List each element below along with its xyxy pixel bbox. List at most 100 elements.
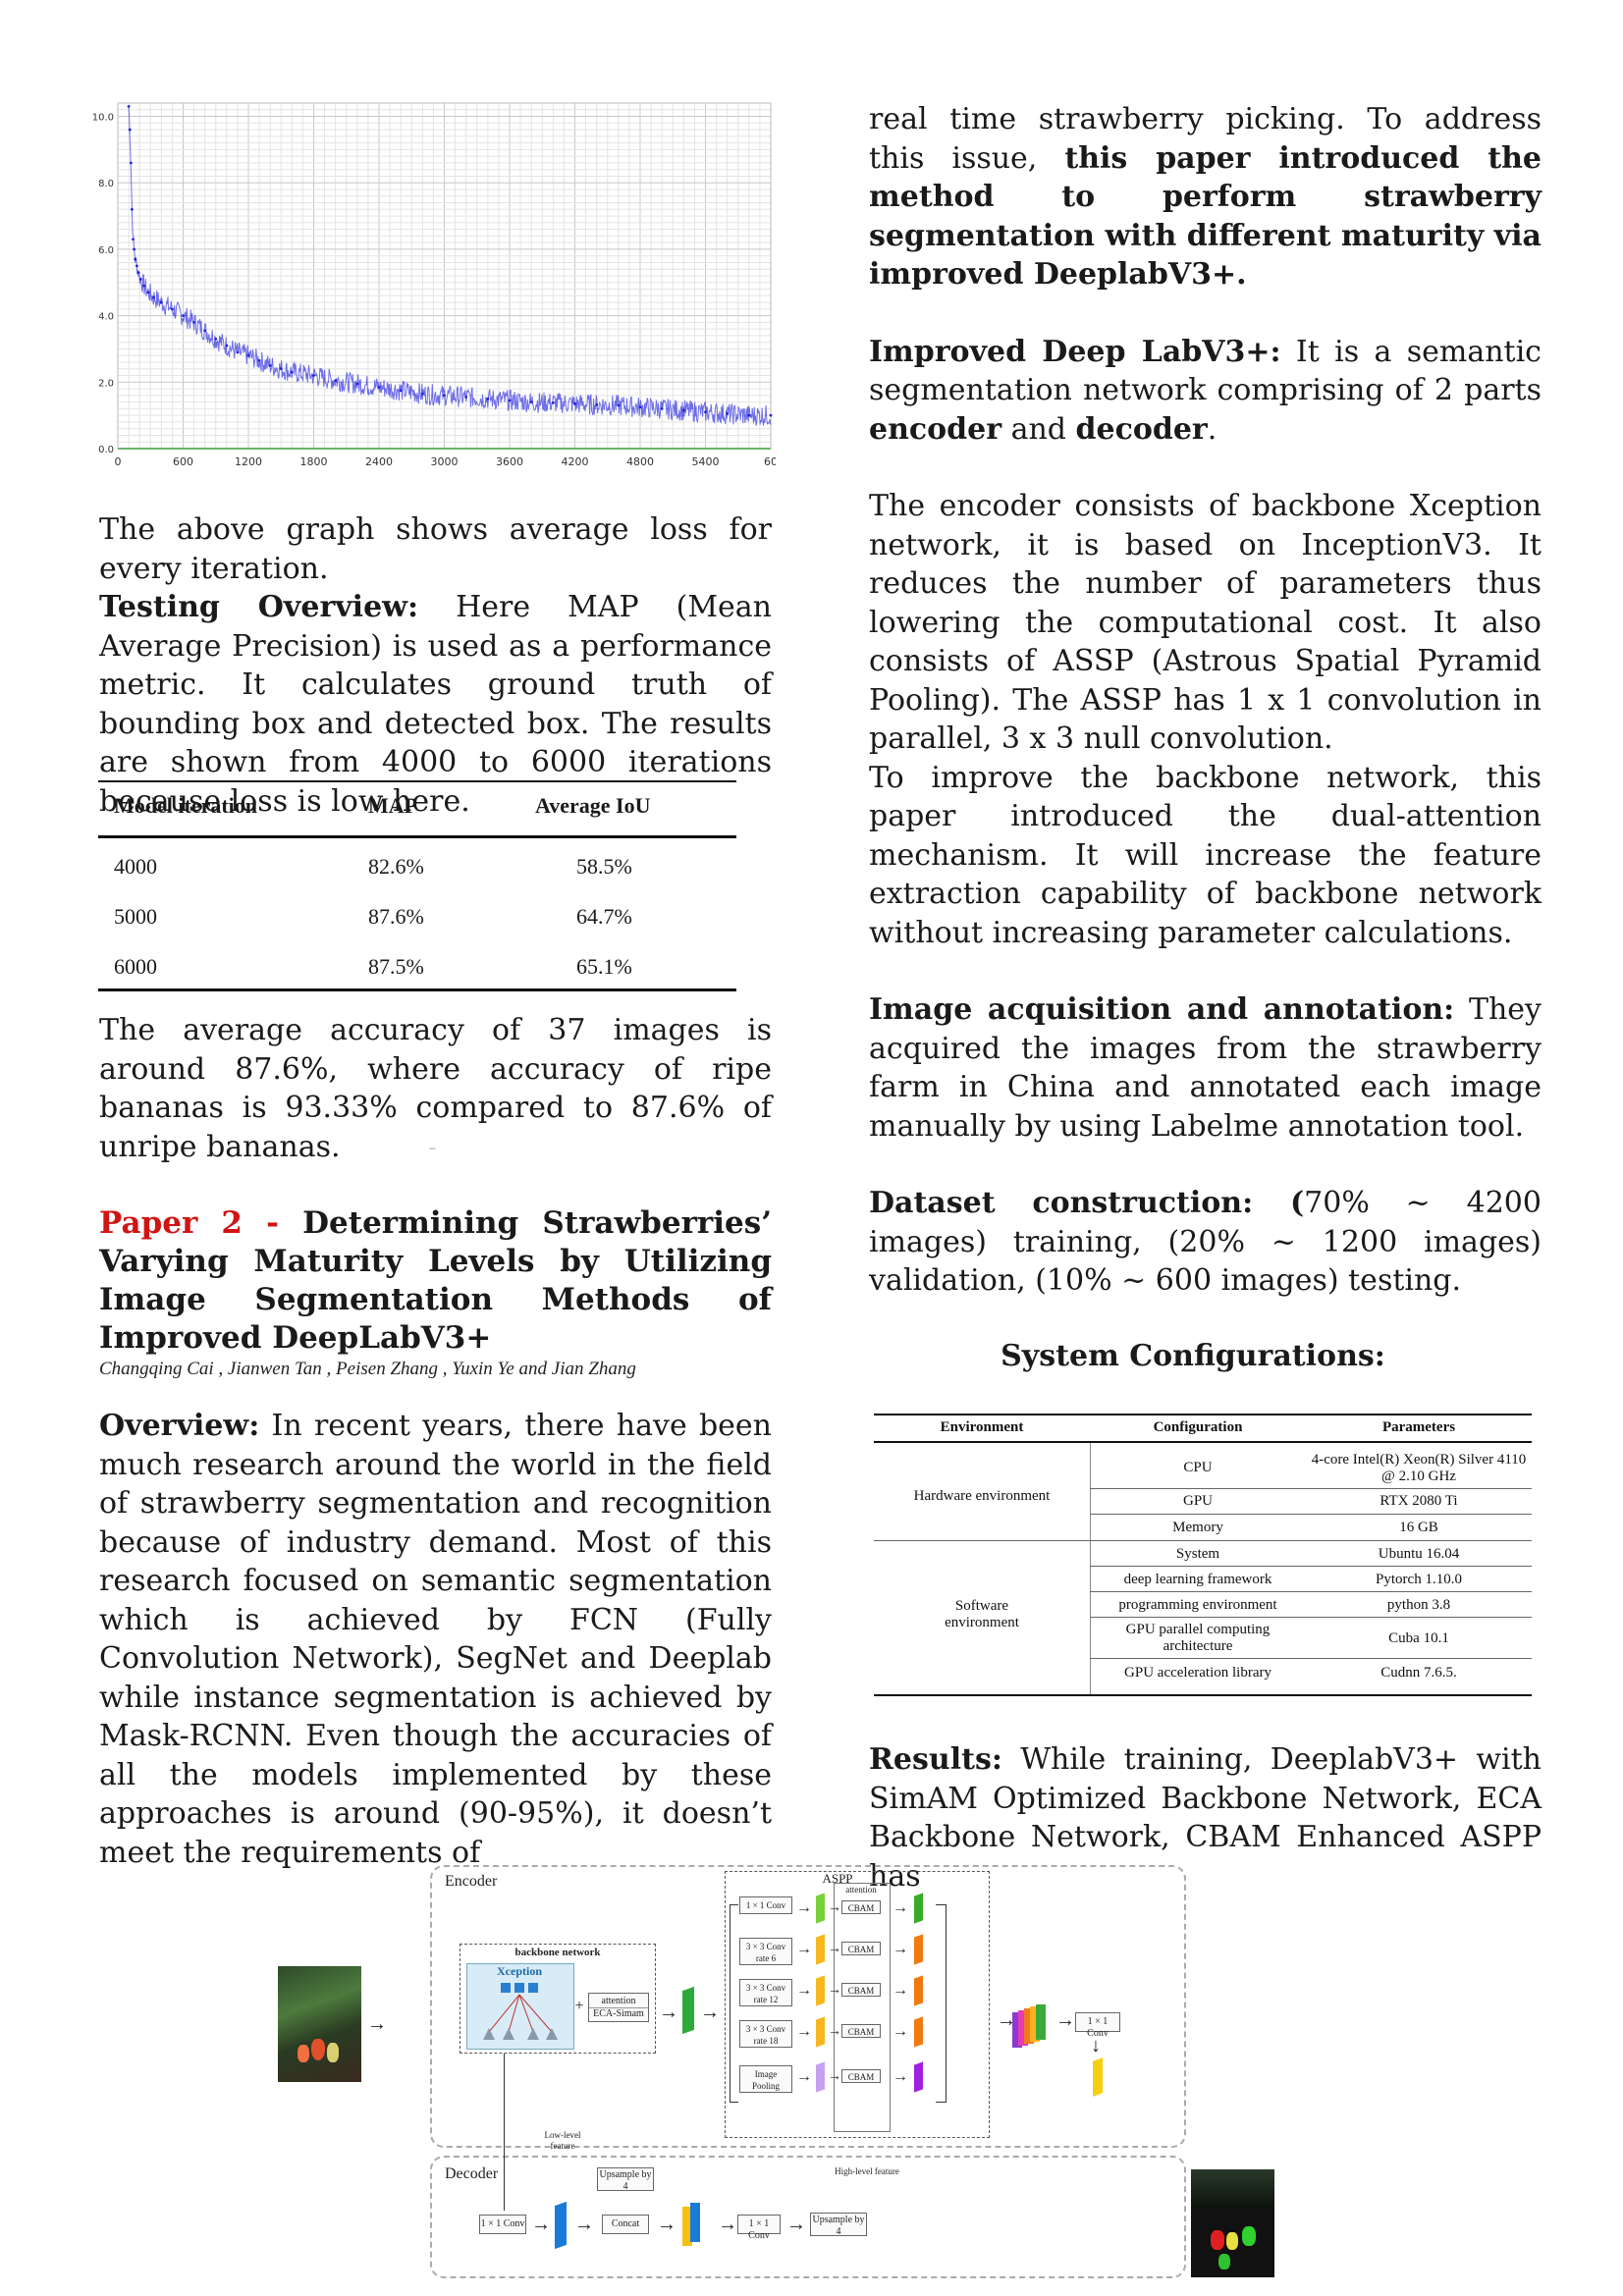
cell-iteration: 4000 xyxy=(114,854,157,879)
loss-point xyxy=(236,350,240,354)
y-tick-label: 6.0 xyxy=(98,245,114,256)
config-prog-env: programming environment xyxy=(1118,1597,1277,1613)
loss-point xyxy=(214,337,218,341)
loss-point xyxy=(127,104,131,108)
loss-point xyxy=(279,367,283,371)
param-dl-framework: Pytorch 1.10.0 xyxy=(1376,1572,1462,1587)
arrow-icon: → xyxy=(796,1941,812,1957)
loss-point xyxy=(420,392,424,396)
paper2-block: Paper 2 - Determining Strawberries’ Vary… xyxy=(99,1204,772,1872)
aspp-label: ASPP xyxy=(822,1871,853,1886)
arrow-icon: → xyxy=(657,2214,676,2235)
aspp-merge-bracket xyxy=(936,1904,947,2103)
loss-point xyxy=(399,389,403,393)
graph-caption: The above graph shows average loss for e… xyxy=(99,512,772,586)
table-row: 6000 87.5% 65.1% xyxy=(98,954,736,984)
and-word: and xyxy=(1001,411,1076,447)
table-top-rule xyxy=(98,780,736,782)
row-rule xyxy=(874,1540,1532,1541)
aspp-attention-label: attention xyxy=(845,1885,877,1895)
results-block: Results: While training, DeeplabV3+ with… xyxy=(869,1740,1542,1896)
aspp-feature-map xyxy=(816,1975,825,2006)
x-tick-label: 4800 xyxy=(626,455,654,468)
loss-point xyxy=(290,370,294,374)
loss-series-line xyxy=(128,106,772,426)
dataset-label: Dataset construction: ( xyxy=(869,1186,1305,1220)
x-tick-label: 1200 xyxy=(235,455,262,468)
config-gpu-lib: GPU acceleration library xyxy=(1124,1665,1271,1681)
param-gpu: RTX 2080 Ti xyxy=(1380,1493,1458,1509)
low-level-feature-label: Low-level feature xyxy=(544,2130,581,2151)
loss-point xyxy=(443,394,446,398)
cell-iou: 58.5% xyxy=(576,854,632,879)
plus-icon: + xyxy=(574,1998,584,2014)
results-paragraph: Results: While training, DeeplabV3+ with… xyxy=(869,1740,1542,1896)
loss-point xyxy=(508,399,512,402)
loss-point xyxy=(159,300,163,304)
loss-point xyxy=(769,413,773,417)
arrow-icon: → xyxy=(796,1982,812,1999)
right-column: real time strawberry picking. To address… xyxy=(869,100,1542,1301)
results-label: Results: xyxy=(869,1742,1002,1777)
results-text: While training, DeeplabV3+ with SimAM Op… xyxy=(869,1742,1542,1894)
loss-point xyxy=(747,413,751,417)
image-acquisition-paragraph: Image acquisition and annotation: They a… xyxy=(869,990,1542,1146)
overview-label: Overview: xyxy=(99,1409,260,1443)
loss-point xyxy=(595,402,599,406)
loss-point xyxy=(138,277,142,281)
decoder-label: Decoder xyxy=(445,2165,499,2182)
arrow-down-icon: ↓ xyxy=(1091,2035,1101,2056)
encoder-frame xyxy=(430,1865,1186,2148)
arrow-icon: → xyxy=(1055,2009,1075,2031)
arrow-icon: → xyxy=(700,2002,720,2023)
x-tick-label: 600 xyxy=(173,455,193,468)
decoder-1x1-conv: 1 × 1 Conv xyxy=(479,2215,526,2234)
row-rule xyxy=(1090,1566,1532,1567)
xception-label: Xception xyxy=(497,1964,542,1978)
loss-point xyxy=(355,382,359,386)
input-strawberry-image xyxy=(278,1966,361,2082)
row-rule xyxy=(1090,1617,1532,1618)
loss-point xyxy=(377,385,381,389)
loss-point xyxy=(203,329,207,333)
loss-point xyxy=(128,128,132,132)
concat-feature-stack xyxy=(1012,2004,1052,2050)
y-tick-label: 2.0 xyxy=(98,378,114,389)
loss-point xyxy=(171,307,174,311)
dataset-paragraph: Dataset construction: (70% ~ 4200 images… xyxy=(869,1184,1542,1301)
row-rule xyxy=(1090,1488,1532,1489)
right-intro-bold: this paper introduced the method to perf… xyxy=(869,140,1542,293)
loss-point xyxy=(573,401,576,405)
accuracy-paragraph: The average accuracy of 37 images is aro… xyxy=(99,1013,772,1164)
arrow-icon: → xyxy=(796,2068,812,2085)
param-prog-env: python 3.8 xyxy=(1386,1597,1451,1613)
loss-point xyxy=(225,344,229,347)
hardware-label: Hardware environment xyxy=(913,1488,1051,1504)
cell-iteration: 5000 xyxy=(114,904,157,929)
encoder-paragraph: The encoder consists of backbone Xceptio… xyxy=(869,489,1542,756)
config-header-environment: Environment xyxy=(940,1419,1024,1435)
param-memory: 16 GB xyxy=(1399,1520,1438,1535)
decoder-word: decoder xyxy=(1075,411,1208,447)
arrow-icon: → xyxy=(828,2024,841,2039)
arrow-icon: → xyxy=(718,2214,737,2235)
arrow-icon: → xyxy=(828,1983,841,1998)
loss-point xyxy=(681,408,685,412)
cbam-block: CBAM xyxy=(841,1983,881,1997)
config-gpu: GPU xyxy=(1182,1493,1213,1509)
loss-point xyxy=(129,161,133,165)
loss-point xyxy=(131,207,134,211)
config-gpu-arch: GPU parallel computing architecture xyxy=(1125,1622,1271,1654)
loss-point xyxy=(334,379,338,383)
decoder-1x1-conv-2: 1 × 1 Conv xyxy=(737,2215,781,2241)
loss-point xyxy=(312,374,315,377)
config-dl-framework: deep learning framework xyxy=(1123,1572,1272,1587)
x-tick-label: 3000 xyxy=(431,455,459,468)
encoder-1x1-conv: 1 × 1 Conv xyxy=(1075,2012,1120,2039)
output-segmentation-image xyxy=(1191,2169,1274,2277)
testing-overview-text: Here MAP (Mean Average Precision) is use… xyxy=(99,590,772,819)
aspp-output-feature xyxy=(914,2016,923,2048)
header-average-iou: Average IoU xyxy=(535,793,651,818)
period: . xyxy=(1207,411,1217,447)
arrow-icon: → xyxy=(786,2214,806,2235)
